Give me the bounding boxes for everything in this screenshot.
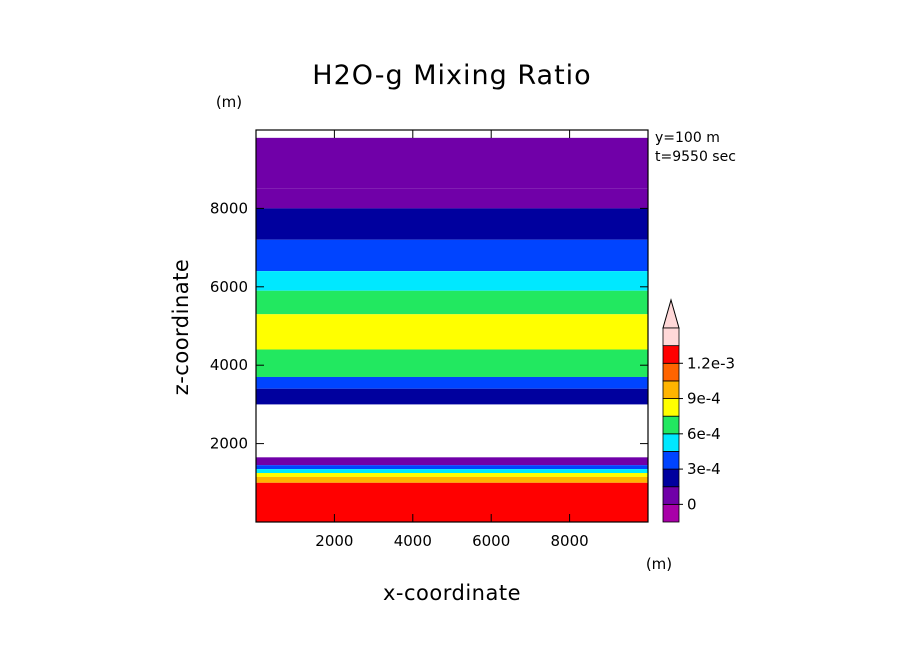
x-tick-label: 2000: [315, 532, 353, 550]
colorbar-label: 3e-4: [687, 460, 721, 478]
colorbar-label: 1.2e-3: [687, 354, 735, 372]
y-tick-label: 8000: [210, 199, 248, 217]
colorbar-label: 0: [687, 495, 697, 513]
colorbar-swatch-9: [662, 345, 680, 364]
contour-layer-2: [256, 208, 648, 240]
chart-title: H2O-g Mixing Ratio: [312, 60, 591, 91]
contour-layer-3: [256, 239, 648, 272]
y-ticks: 2000 4000 6000 8000: [210, 199, 648, 453]
contour-layer-13: [256, 469, 648, 473]
contour-layer-11: [256, 457, 648, 466]
contour-layer-1: [256, 188, 648, 209]
contour-layer-5: [256, 290, 648, 315]
colorbar-swatch-0: [662, 503, 680, 523]
x-ticks: 2000 4000 6000 8000: [315, 130, 589, 550]
contour-layer-4: [256, 271, 648, 291]
contour-layer-16: [256, 482, 648, 522]
x-tick-label: 6000: [472, 532, 510, 550]
x-tick-label: 4000: [394, 532, 432, 550]
plot-frame: [255, 129, 649, 523]
x-axis-unit: (m): [646, 555, 672, 573]
contour-layer-8: [256, 376, 648, 389]
colorbar: 1.2e-3 9e-4 6e-4 3e-4 0: [662, 298, 735, 523]
colorbar-extend-arrow: [662, 298, 680, 329]
y-tick-label: 2000: [210, 435, 248, 453]
colorbar-swatch-7: [662, 380, 680, 399]
colorbar-swatch-4: [662, 433, 680, 452]
colorbar-swatch-10: [662, 327, 680, 347]
contour-layer-0: [256, 137, 648, 189]
y-axis-unit: (m): [216, 93, 242, 111]
y-tick-label: 4000: [210, 356, 248, 374]
colorbar-swatch-2: [662, 468, 680, 488]
colorbar-label: 6e-4: [687, 425, 721, 443]
contour-layer-9: [256, 388, 648, 405]
contour-layer-15: [256, 476, 648, 483]
colorbar-swatch-6: [662, 398, 680, 417]
y-tick-label: 6000: [210, 278, 248, 296]
colorbar-swatch-5: [662, 415, 680, 435]
x-tick-label: 8000: [551, 532, 589, 550]
contour-layer-12: [256, 465, 648, 470]
contour-layer-7: [256, 349, 648, 377]
colorbar-label: 9e-4: [687, 390, 721, 408]
x-axis-label: x-coordinate: [383, 581, 521, 605]
contour-layer-14: [256, 473, 648, 477]
colorbar-swatch-1: [662, 486, 680, 505]
y-axis-label: z-coordinate: [169, 259, 193, 396]
annotation-y-position: y=100 m: [655, 130, 720, 146]
plot-area: [256, 137, 648, 522]
colorbar-swatch-8: [662, 362, 680, 382]
annotation-time: t=9550 sec: [655, 149, 736, 165]
colorbar-swatch-3: [662, 451, 680, 470]
contour-layer-6: [256, 314, 648, 350]
